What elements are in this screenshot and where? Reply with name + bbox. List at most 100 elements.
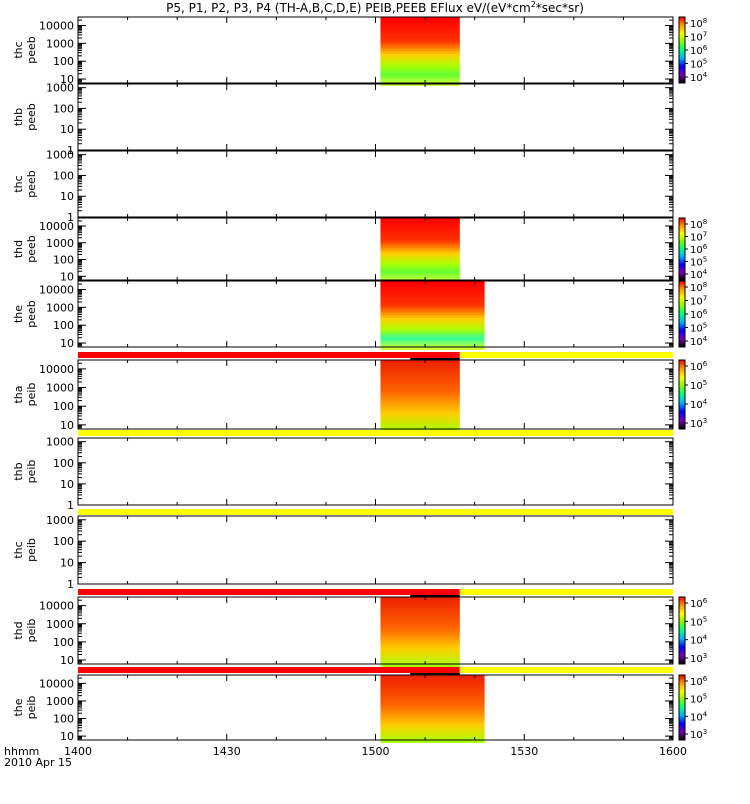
colorbar: [678, 16, 686, 84]
spectrogram-row: [380, 730, 485, 734]
panel-label-probe: thb: [12, 462, 25, 480]
spectrogram-row: [380, 231, 460, 235]
spectrogram-row: [380, 691, 485, 695]
spectrogram-row: [380, 21, 460, 25]
spectrogram-row: [380, 227, 460, 230]
panel-label-instrument: peib: [25, 538, 38, 562]
spectrogram-row: [380, 713, 485, 717]
colorbar-tick-label: 104: [690, 335, 708, 348]
spectrogram-row: [380, 641, 460, 645]
spectrogram-row: [380, 380, 460, 384]
spectrogram-row: [380, 315, 485, 319]
spectrogram-row: [380, 285, 485, 289]
y-tick-label: 1: [67, 144, 74, 157]
y-tick-label: 1000: [46, 618, 74, 631]
spectrogram-row: [380, 740, 485, 743]
spectrogram-row: [380, 694, 485, 698]
x-tick-label: 1530: [510, 745, 538, 758]
status-bar-black-segment: [410, 673, 460, 675]
spectrogram-row: [380, 423, 460, 427]
panel-frame: [77, 150, 674, 218]
y-tick-label: 1000: [46, 82, 74, 95]
spectrogram-row: [380, 426, 460, 430]
spectrogram-row: [380, 240, 460, 244]
y-tick-label: 10: [60, 419, 74, 432]
spectrogram-row: [380, 26, 460, 30]
y-tick-label: 10: [60, 123, 74, 136]
panel-label-instrument: peeb: [25, 235, 38, 263]
spectrogram-row: [380, 725, 485, 729]
panel-label-probe: tha: [12, 385, 25, 403]
spectrogram-row: [380, 651, 460, 655]
spectrogram-row: [380, 699, 485, 702]
spectrogram-row: [380, 220, 460, 224]
spectrogram-row: [380, 247, 460, 251]
spectrogram-row: [380, 36, 460, 40]
panel-frame: [77, 515, 674, 585]
spectrogram-row: [380, 675, 485, 678]
panel-label-probe: thc: [12, 41, 25, 58]
spectrogram-row: [380, 234, 460, 237]
spectrogram-row: [380, 298, 485, 302]
panel-frame: [77, 437, 674, 506]
spectrogram-row: [380, 19, 460, 23]
spectrogram-row: [380, 75, 460, 79]
spectrogram-row: [380, 63, 460, 67]
panel-thc-peib: 1 10 100 1000 thc peib: [12, 509, 674, 591]
spectrogram-row: [380, 599, 460, 603]
spectrogram-row: [380, 51, 460, 55]
spectrogram-row: [380, 416, 460, 420]
spectrogram-row: [380, 375, 460, 379]
spectrogram-row: [380, 621, 460, 625]
spectrogram-row: [380, 78, 460, 82]
spectrogram-row: [380, 307, 485, 311]
spectrogram-row: [380, 266, 460, 270]
spectrogram-row: [380, 370, 460, 374]
colorbar-tick-label: 105: [690, 322, 707, 335]
spectrogram-row: [380, 703, 485, 707]
spectrogram-row: [380, 385, 460, 389]
spectrogram-row: [380, 629, 460, 633]
spectrogram-row: [380, 723, 485, 727]
spectrogram-row: [380, 406, 460, 410]
spectrogram-row: [380, 383, 460, 387]
spectrogram-row: [380, 224, 460, 228]
spectrogram-row: [380, 229, 460, 233]
spectrogram-row: [380, 398, 460, 402]
status-bar-yellow: [459, 589, 673, 595]
spectrogram-row: [380, 73, 460, 77]
panel-frame: [77, 217, 674, 281]
spectrogram-row: [380, 317, 485, 321]
spectrogram-row: [380, 679, 485, 683]
y-tick-label: 10: [60, 190, 74, 203]
spectrogram-row: [380, 325, 485, 328]
colorbar-tick-label: 107: [690, 295, 707, 308]
panel-frame: [77, 16, 674, 84]
spectrogram-row: [380, 68, 460, 72]
spectrogram-row: [380, 243, 460, 247]
spectrogram-row: [380, 421, 460, 425]
spectrogram-row: [380, 727, 485, 731]
y-tick-label: 1000: [46, 436, 74, 449]
spectrogram-row: [380, 327, 485, 331]
spectrogram-row: [380, 70, 460, 74]
panel-label-instrument: peib: [25, 460, 38, 484]
spectrogram-row: [380, 636, 460, 640]
status-bar-red: [78, 667, 460, 673]
panel-label-instrument: peib: [25, 696, 38, 720]
spectrogram-row: [380, 337, 485, 341]
colorbar-tick-label: 108: [690, 218, 707, 231]
x-axis-date: 2010 Apr 15: [4, 756, 72, 769]
x-tick-label: 1430: [213, 745, 241, 758]
spectrogram-row: [380, 395, 460, 399]
spectrogram-row: [380, 56, 460, 60]
colorbar-tick-label: 106: [690, 675, 708, 688]
spectrogram-row: [380, 275, 460, 279]
spectrogram-row: [380, 295, 485, 299]
spectrogram-row: [380, 293, 485, 297]
spectrogram-row: [380, 218, 460, 221]
spectrogram-row: [380, 611, 460, 615]
y-tick-label: 10000: [39, 600, 74, 613]
